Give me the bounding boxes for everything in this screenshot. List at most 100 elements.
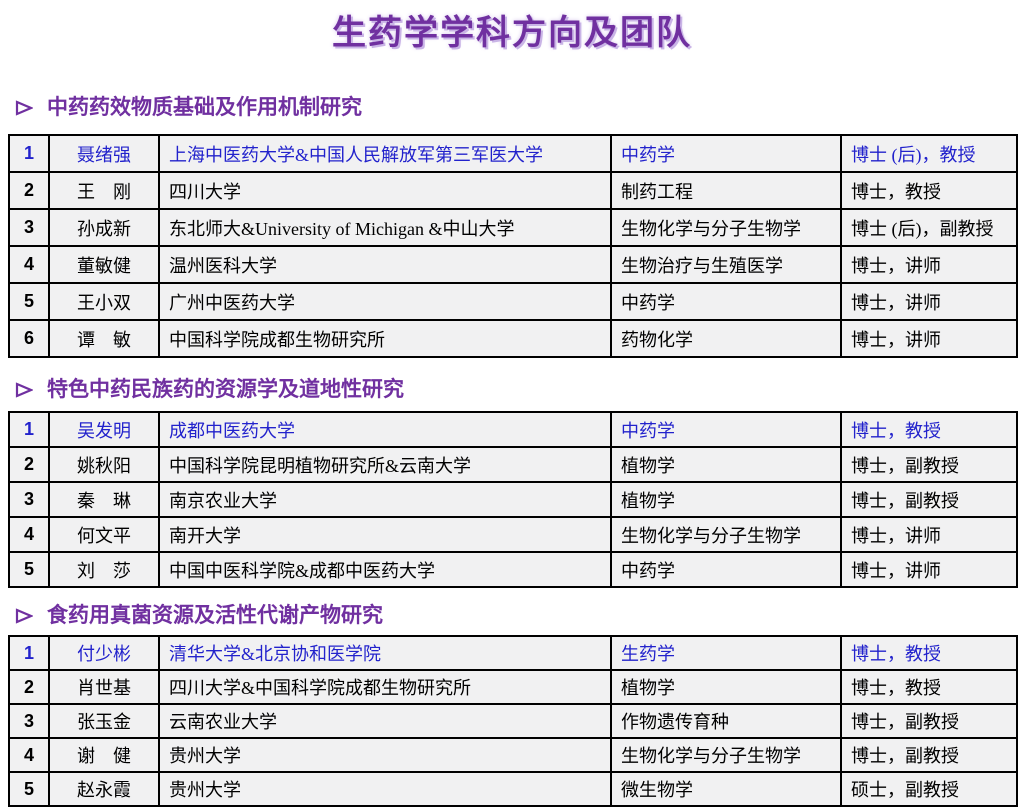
major-cell: 药物化学 <box>610 319 842 358</box>
arrow-bullet-icon <box>15 100 33 116</box>
major-cell: 生物化学与分子生物学 <box>610 737 842 773</box>
table-row: 2 肖世基 四川大学&中国科学院成都生物研究所 植物学 博士，教授 <box>8 669 1018 705</box>
table-row: 5 赵永霞 贵州大学 微生物学 硕士，副教授 <box>8 771 1018 807</box>
row-number-cell: 4 <box>8 737 50 773</box>
degree-cell: 博士，副教授 <box>840 737 1018 773</box>
table-row: 4 何文平 南开大学 生物化学与分子生物学 博士，讲师 <box>8 516 1018 553</box>
table-row: 6 谭 敏 中国科学院成都生物研究所 药物化学 博士，讲师 <box>8 319 1018 358</box>
affiliation-cell: 广州中医药大学 <box>158 282 612 321</box>
degree-cell: 博士，副教授 <box>840 446 1018 483</box>
row-number-cell: 1 <box>8 411 50 448</box>
team-table-body: 1 吴发明 成都中医药大学 中药学 博士，教授 2 姚秋阳 中国科学院昆明植物研… <box>8 411 1018 588</box>
section-heading-text: 食药用真菌资源及活性代谢产物研究 <box>47 604 383 627</box>
research-section: 特色中药民族药的资源学及道地性研究 1 吴发明 成都中医药大学 中药学 博士，教… <box>0 376 1024 588</box>
section-heading-text: 中药药效物质基础及作用机制研究 <box>47 96 362 119</box>
team-table: 1 聂绪强 上海中医药大学&中国人民解放军第三军医大学 中药学 博士 (后)，教… <box>8 134 1018 358</box>
name-cell: 赵永霞 <box>48 771 160 807</box>
section-heading: 食药用真菌资源及活性代谢产物研究 <box>15 602 1024 630</box>
affiliation-cell: 云南农业大学 <box>158 703 612 739</box>
major-cell: 生物治疗与生殖医学 <box>610 245 842 284</box>
table-row: 4 董敏健 温州医科大学 生物治疗与生殖医学 博士，讲师 <box>8 245 1018 284</box>
row-number-cell: 2 <box>8 446 50 483</box>
name-cell: 刘 莎 <box>48 551 160 588</box>
table-row: 2 王 刚 四川大学 制药工程 博士，教授 <box>8 171 1018 210</box>
page-title: 生药学学科方向及团队 <box>332 14 692 52</box>
arrow-bullet-icon <box>15 608 33 624</box>
row-number-cell: 5 <box>8 551 50 588</box>
major-cell: 植物学 <box>610 669 842 705</box>
row-number-cell: 1 <box>8 635 50 671</box>
major-cell: 中药学 <box>610 134 842 173</box>
team-table: 1 吴发明 成都中医药大学 中药学 博士，教授 2 姚秋阳 中国科学院昆明植物研… <box>8 411 1018 588</box>
affiliation-cell: 四川大学&中国科学院成都生物研究所 <box>158 669 612 705</box>
degree-cell: 博士 (后)，教授 <box>840 134 1018 173</box>
row-number-cell: 1 <box>8 134 50 173</box>
table-row: 4 谢 健 贵州大学 生物化学与分子生物学 博士，副教授 <box>8 737 1018 773</box>
team-table: 1 付少彬 清华大学&北京协和医学院 生药学 博士，教授 2 肖世基 四川大学&… <box>8 635 1018 807</box>
row-number-cell: 2 <box>8 669 50 705</box>
affiliation-cell: 贵州大学 <box>158 771 612 807</box>
degree-cell: 博士，讲师 <box>840 516 1018 553</box>
row-number-cell: 5 <box>8 282 50 321</box>
row-number-cell: 3 <box>8 703 50 739</box>
table-row: 2 姚秋阳 中国科学院昆明植物研究所&云南大学 植物学 博士，副教授 <box>8 446 1018 483</box>
affiliation-cell: 南京农业大学 <box>158 481 612 518</box>
degree-cell: 博士，讲师 <box>840 245 1018 284</box>
degree-cell: 博士 (后)，副教授 <box>840 208 1018 247</box>
affiliation-cell: 中国中医科学院&成都中医药大学 <box>158 551 612 588</box>
table-row: 3 孙成新 东北师大&University of Michigan &中山大学 … <box>8 208 1018 247</box>
row-number-cell: 2 <box>8 171 50 210</box>
degree-cell: 硕士，副教授 <box>840 771 1018 807</box>
degree-cell: 博士，副教授 <box>840 703 1018 739</box>
affiliation-cell: 清华大学&北京协和医学院 <box>158 635 612 671</box>
table-row: 3 秦 琳 南京农业大学 植物学 博士，副教授 <box>8 481 1018 518</box>
team-table-body: 1 聂绪强 上海中医药大学&中国人民解放军第三军医大学 中药学 博士 (后)，教… <box>8 134 1018 358</box>
affiliation-cell: 上海中医药大学&中国人民解放军第三军医大学 <box>158 134 612 173</box>
major-cell: 微生物学 <box>610 771 842 807</box>
degree-cell: 博士，副教授 <box>840 481 1018 518</box>
major-cell: 作物遗传育种 <box>610 703 842 739</box>
degree-cell: 博士，讲师 <box>840 551 1018 588</box>
degree-cell: 博士，教授 <box>840 635 1018 671</box>
row-number-cell: 4 <box>8 245 50 284</box>
affiliation-cell: 四川大学 <box>158 171 612 210</box>
section-heading-text: 特色中药民族药的资源学及道地性研究 <box>47 378 404 401</box>
major-cell: 植物学 <box>610 481 842 518</box>
row-number-cell: 5 <box>8 771 50 807</box>
affiliation-cell: 南开大学 <box>158 516 612 553</box>
name-cell: 聂绪强 <box>48 134 160 173</box>
section-heading: 中药药效物质基础及作用机制研究 <box>15 94 1024 122</box>
row-number-cell: 6 <box>8 319 50 358</box>
table-row: 5 王小双 广州中医药大学 中药学 博士，讲师 <box>8 282 1018 321</box>
row-number-cell: 3 <box>8 208 50 247</box>
affiliation-cell: 中国科学院昆明植物研究所&云南大学 <box>158 446 612 483</box>
row-number-cell: 4 <box>8 516 50 553</box>
major-cell: 生药学 <box>610 635 842 671</box>
degree-cell: 博士，讲师 <box>840 319 1018 358</box>
name-cell: 董敏健 <box>48 245 160 284</box>
degree-cell: 博士，教授 <box>840 171 1018 210</box>
table-row: 5 刘 莎 中国中医科学院&成都中医药大学 中药学 博士，讲师 <box>8 551 1018 588</box>
table-row: 1 聂绪强 上海中医药大学&中国人民解放军第三军医大学 中药学 博士 (后)，教… <box>8 134 1018 173</box>
research-section: 中药药效物质基础及作用机制研究 1 聂绪强 上海中医药大学&中国人民解放军第三军… <box>0 94 1024 358</box>
degree-cell: 博士，讲师 <box>840 282 1018 321</box>
section-heading: 特色中药民族药的资源学及道地性研究 <box>15 376 1024 404</box>
name-cell: 孙成新 <box>48 208 160 247</box>
name-cell: 何文平 <box>48 516 160 553</box>
name-cell: 张玉金 <box>48 703 160 739</box>
name-cell: 王 刚 <box>48 171 160 210</box>
major-cell: 中药学 <box>610 551 842 588</box>
name-cell: 王小双 <box>48 282 160 321</box>
major-cell: 生物化学与分子生物学 <box>610 516 842 553</box>
affiliation-cell: 成都中医药大学 <box>158 411 612 448</box>
team-table-body: 1 付少彬 清华大学&北京协和医学院 生药学 博士，教授 2 肖世基 四川大学&… <box>8 635 1018 807</box>
research-section: 食药用真菌资源及活性代谢产物研究 1 付少彬 清华大学&北京协和医学院 生药学 … <box>0 602 1024 807</box>
name-cell: 姚秋阳 <box>48 446 160 483</box>
major-cell: 制药工程 <box>610 171 842 210</box>
affiliation-cell: 温州医科大学 <box>158 245 612 284</box>
name-cell: 肖世基 <box>48 669 160 705</box>
major-cell: 中药学 <box>610 282 842 321</box>
major-cell: 中药学 <box>610 411 842 448</box>
name-cell: 谭 敏 <box>48 319 160 358</box>
name-cell: 付少彬 <box>48 635 160 671</box>
